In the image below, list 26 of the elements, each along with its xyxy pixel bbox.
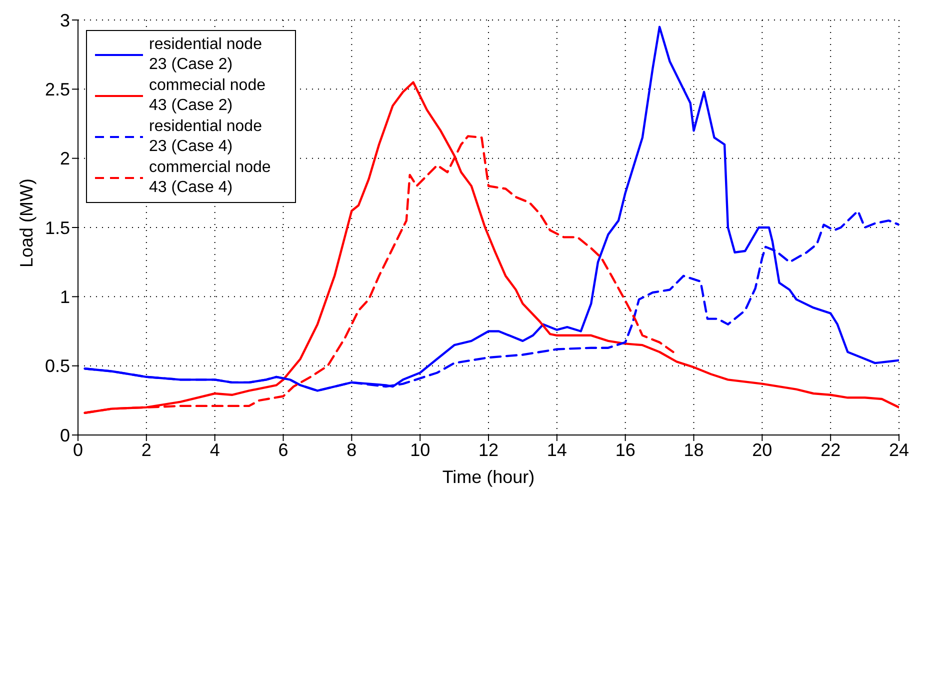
y-tick-label: 1.5 (44, 218, 70, 238)
y-tick-label: 2 (60, 148, 70, 169)
x-tick-label: 6 (278, 440, 288, 460)
y-tick-label: 2.5 (44, 80, 70, 100)
x-tick-label: 16 (615, 440, 636, 460)
legend-label: residential node 23 (Case 4) (149, 117, 263, 157)
x-tick-label: 0 (72, 440, 84, 460)
x-tick-label: 4 (210, 440, 220, 460)
legend-label: commecial node 43 (Case 2) (149, 76, 266, 116)
x-tick-label: 18 (684, 440, 704, 460)
x-tick-label: 2 (141, 440, 152, 460)
x-tick-label: 20 (752, 440, 772, 460)
y-tick-label: 0.5 (44, 356, 70, 376)
x-tick-label: 14 (546, 440, 567, 460)
x-tick-label: 8 (346, 440, 357, 460)
x-axis-title: Time (hour) (442, 467, 535, 487)
y-axis-title: Load (MW) (16, 178, 36, 268)
x-tick-label: 12 (478, 440, 499, 460)
x-tick-label: 10 (410, 440, 430, 460)
legend-label: commercial node 43 (Case 4) (149, 158, 272, 198)
x-tick-label: 22 (820, 440, 841, 460)
y-tick-label: 3 (60, 10, 70, 30)
x-tick-label: 24 (888, 440, 910, 460)
legend-label: residential node 23 (Case 2) (149, 35, 263, 75)
y-tick-label: 1 (60, 287, 70, 308)
y-tick-label: 0 (60, 425, 70, 446)
